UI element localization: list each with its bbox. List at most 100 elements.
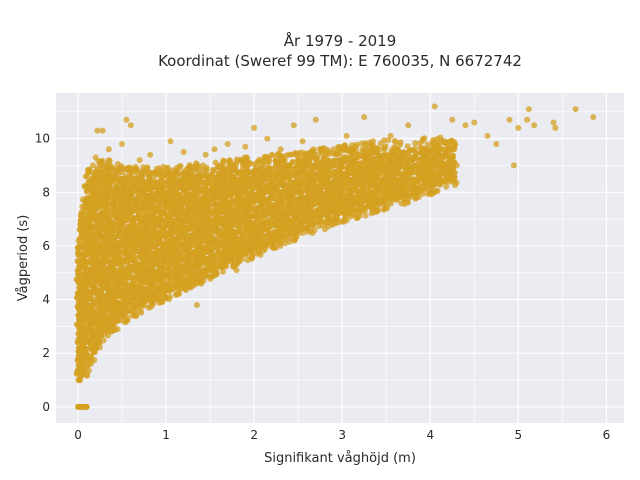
scatter-point (386, 198, 392, 205)
scatter-point (524, 116, 531, 123)
scatter-point (412, 145, 419, 152)
scatter-point (207, 273, 214, 280)
scatter-point (200, 162, 206, 169)
scatter-point (280, 201, 287, 207)
scatter-point (400, 181, 407, 188)
scatter-point (304, 226, 311, 233)
scatter-point (437, 176, 444, 182)
scatter-point (343, 146, 349, 153)
scatter-point (405, 122, 412, 129)
scatter-point (277, 161, 284, 168)
scatter-point (96, 256, 103, 263)
scatter-point (424, 141, 431, 148)
scatter-point (418, 187, 425, 194)
scatter-point (262, 246, 268, 253)
scatter-point (393, 195, 400, 201)
scatter-point (417, 145, 424, 152)
scatter-point (244, 162, 251, 169)
scatter-point (462, 122, 469, 129)
scatter-point (80, 360, 86, 367)
x-tick-label: 3 (338, 428, 346, 442)
scatter-point (132, 312, 139, 319)
scatter-point (397, 139, 404, 146)
scatter-point (213, 236, 220, 243)
scatter-point (129, 191, 136, 198)
scatter-point (264, 153, 270, 160)
scatter-point (428, 188, 435, 195)
scatter-point (77, 328, 84, 335)
scatter-point (412, 183, 419, 190)
scatter-point (119, 141, 125, 147)
scatter-point (268, 170, 275, 177)
scatter-point (314, 156, 321, 163)
scatter-point (114, 326, 121, 333)
scatter-point (246, 212, 253, 219)
scatter-point (94, 127, 101, 134)
scatter-point (436, 170, 443, 177)
scatter-point (87, 320, 94, 327)
scatter-point (277, 152, 284, 159)
scatter-point (404, 154, 411, 161)
scatter-point (85, 167, 92, 174)
scatter-point (370, 138, 376, 145)
chart-title-line-2: Koordinat (Sweref 99 TM): E 760035, N 66… (158, 52, 522, 70)
scatter-point (193, 302, 200, 308)
scatter-point (404, 143, 411, 150)
scatter-point (228, 258, 235, 265)
scatter-point (114, 184, 121, 191)
scatter-point (148, 273, 155, 280)
scatter-point (342, 158, 349, 165)
scatter-point (525, 106, 532, 113)
scatter-point (75, 237, 82, 244)
scatter-point (348, 146, 354, 153)
scatter-point (138, 282, 145, 289)
scatter-point (212, 269, 219, 276)
scatter-point (274, 222, 281, 229)
scatter-point (298, 188, 305, 195)
scatter-point (91, 349, 98, 356)
scatter-point (105, 146, 112, 153)
scatter-point (373, 208, 379, 215)
scatter-point (510, 162, 517, 169)
scatter-point (360, 171, 367, 178)
scatter-point (158, 299, 165, 306)
scatter-point (400, 149, 407, 156)
scatter-point (102, 305, 109, 312)
scatter-point (172, 202, 179, 208)
scatter-point (381, 144, 388, 151)
scatter-point (83, 263, 89, 270)
x-tick-label: 5 (515, 428, 523, 442)
scatter-point (92, 154, 99, 161)
scatter-point (339, 170, 345, 177)
scatter-point (89, 162, 96, 169)
scatter-point (114, 239, 120, 246)
scatter-point (154, 197, 161, 204)
scatter-point (78, 209, 85, 216)
scatter-point (177, 162, 184, 169)
scatter-point (362, 140, 368, 147)
scatter-point (96, 339, 103, 346)
scatter-point (262, 237, 269, 244)
scatter-point (132, 222, 139, 229)
scatter-point (233, 267, 240, 274)
scatter-point (422, 145, 429, 152)
scatter-point (123, 281, 130, 288)
scatter-point (351, 165, 358, 172)
scatter-point (136, 184, 142, 190)
scatter-point (243, 250, 250, 257)
scatter-point (83, 345, 90, 352)
scatter-point (122, 173, 129, 180)
scatter-point (404, 176, 411, 183)
scatter-point (215, 176, 222, 183)
scatter-point (299, 219, 306, 226)
scatter-point (277, 146, 284, 153)
scatter-point (233, 161, 239, 168)
scatter-point (346, 210, 353, 217)
scatter-point (105, 157, 112, 164)
scatter-point (404, 186, 411, 193)
scatter-point (89, 296, 96, 303)
scatter-point (370, 202, 377, 209)
scatter-point (128, 307, 135, 314)
scatter-point (234, 211, 241, 218)
scatter-point (166, 296, 173, 302)
